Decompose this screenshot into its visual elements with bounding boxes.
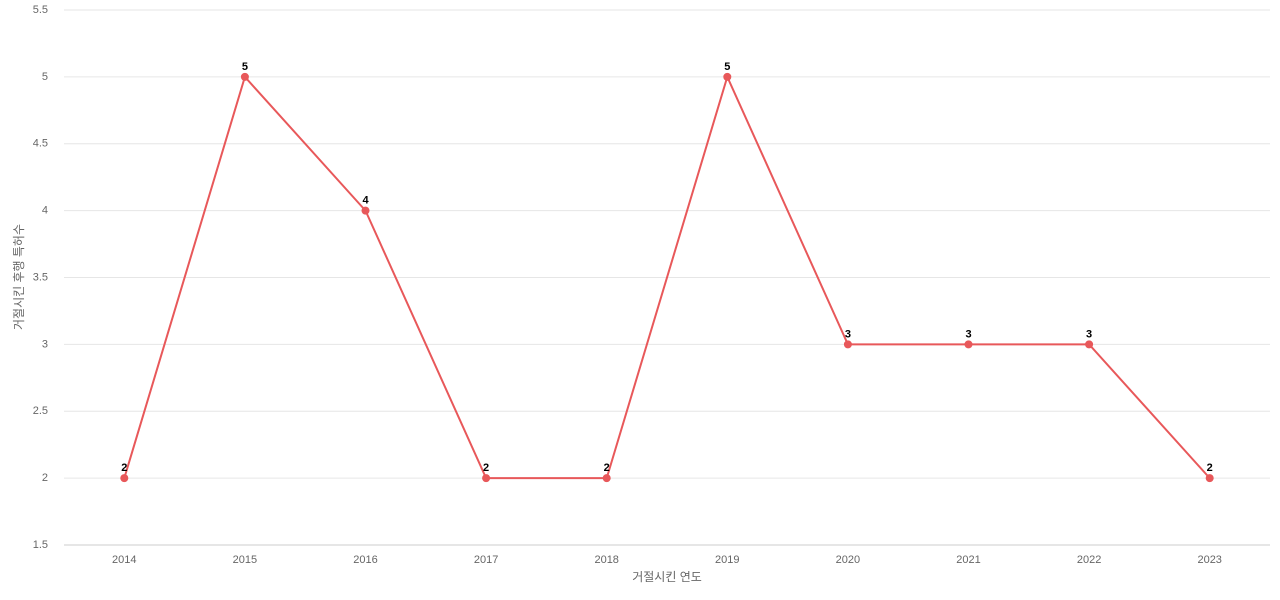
data-label: 5 <box>242 61 248 73</box>
x-tick-label: 2023 <box>1197 554 1221 566</box>
x-tick-label: 2016 <box>353 554 377 566</box>
data-label: 3 <box>1086 328 1092 340</box>
x-tick-label: 2021 <box>956 554 980 566</box>
point <box>240 72 249 81</box>
data-label: 2 <box>121 462 127 474</box>
data-label: 2 <box>483 462 489 474</box>
x-tick-label: 2020 <box>836 554 860 566</box>
y-tick-label: 1.5 <box>33 539 48 551</box>
point <box>120 474 129 483</box>
point <box>723 72 732 81</box>
point <box>482 474 491 483</box>
line <box>123 74 1211 480</box>
data-label: 4 <box>362 195 369 207</box>
y-tick-label: 3.5 <box>33 271 48 283</box>
y-tick-label: 2 <box>42 472 48 484</box>
y-tick-label: 3 <box>42 338 48 350</box>
x-axis-title: 거절시킨 연도 <box>632 570 702 584</box>
point <box>1205 474 1214 483</box>
data-label: 2 <box>604 462 610 474</box>
data-label: 2 <box>1207 462 1213 474</box>
y-tick-label: 4.5 <box>33 138 48 150</box>
point <box>964 340 973 349</box>
y-tick-label: 5.5 <box>33 4 48 16</box>
data-label: 3 <box>965 328 971 340</box>
x-tick-label: 2018 <box>594 554 618 566</box>
x-tick-label: 2022 <box>1077 554 1101 566</box>
y-tick-label: 5 <box>42 71 48 83</box>
point <box>1085 340 1094 349</box>
y-axis-title: 거절시킨 후행 특허수 <box>11 224 26 330</box>
data-label: 3 <box>845 328 851 340</box>
x-tick-label: 2017 <box>474 554 498 566</box>
x-tick-label: 2019 <box>715 554 739 566</box>
point <box>843 340 852 349</box>
x-tick-label: 2015 <box>233 554 257 566</box>
point <box>602 474 611 483</box>
data-label: 5 <box>724 61 730 73</box>
y-tick-label: 4 <box>42 205 48 217</box>
point <box>361 206 370 215</box>
y-tick-label: 2.5 <box>33 405 48 417</box>
x-tick-label: 2014 <box>112 554 136 566</box>
